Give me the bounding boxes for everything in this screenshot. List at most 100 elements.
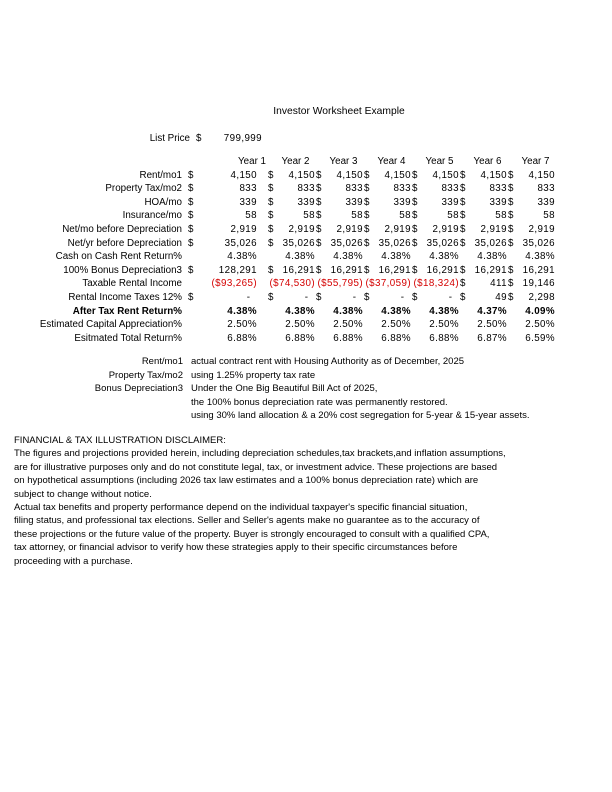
value-cell: $35,026 bbox=[315, 237, 363, 251]
year-header-cell: Year 6 bbox=[459, 155, 507, 169]
cell-value: 833 bbox=[345, 183, 363, 195]
cell-value: 35,026 bbox=[474, 237, 507, 249]
year-header-cell: Year 5 bbox=[411, 155, 459, 169]
footnote-label bbox=[0, 396, 183, 410]
value-cell: 2.50% bbox=[315, 318, 363, 332]
footnote-label bbox=[0, 409, 183, 423]
cell-value: 339 bbox=[537, 196, 555, 208]
value-cell: $4,150 bbox=[507, 169, 555, 183]
cell-value: 411 bbox=[490, 278, 507, 290]
value-cell: $833 bbox=[507, 182, 555, 196]
list-price-label: List Price bbox=[149, 133, 190, 144]
cell-value: 58 bbox=[351, 210, 363, 222]
disclaimer-line: tax attorney, or financial advisor to ve… bbox=[14, 542, 458, 554]
disclaimer-line: Actual tax benefits and property perform… bbox=[14, 501, 468, 513]
cell-value: 35,026 bbox=[282, 237, 315, 249]
footnote-text: using 30% land allocation & a 20% cost s… bbox=[191, 410, 530, 422]
footnote-text: the 100% bonus depreciation rate was per… bbox=[191, 396, 448, 408]
value-cell: 6.88% bbox=[182, 332, 257, 346]
cell-value: 833 bbox=[297, 183, 315, 195]
value-cell: $128,291 bbox=[182, 264, 257, 278]
cell-currency: $ bbox=[412, 210, 418, 222]
footnotes: Rent/mo1 actual contract rent with Housi… bbox=[0, 355, 530, 423]
cell-currency: $ bbox=[460, 291, 466, 303]
value-cell: $2,919 bbox=[182, 223, 257, 237]
cell-value: 16,291 bbox=[426, 264, 459, 276]
value-cell: $411 bbox=[459, 277, 507, 291]
cell-value: 4.38% bbox=[227, 305, 257, 317]
cell-currency: $ bbox=[508, 291, 514, 303]
value-cell: 6.87% bbox=[459, 332, 507, 346]
value-cell: $833 bbox=[363, 182, 411, 196]
table-row: Insurance/mo $58 $58 $58 $58 $58 $58 $58 bbox=[0, 209, 555, 223]
value-cell: ($55,795) bbox=[315, 277, 363, 291]
cell-value: 339 bbox=[393, 196, 411, 208]
row-label: Net/yr before Depreciation bbox=[67, 237, 182, 249]
value-cell: $339 bbox=[315, 196, 363, 210]
cell-value: 2.50% bbox=[525, 319, 555, 331]
value-cell: $339 bbox=[507, 196, 555, 210]
cell-value: 4,150 bbox=[336, 169, 363, 181]
value-cell: $4,150 bbox=[257, 169, 315, 183]
value-cell: $339 bbox=[182, 196, 257, 210]
cell-value: 6.88% bbox=[333, 332, 363, 344]
cell-value: 2,298 bbox=[528, 291, 555, 303]
value-cell: $339 bbox=[411, 196, 459, 210]
cell-value: 833 bbox=[489, 183, 507, 195]
cell-currency: $ bbox=[364, 210, 370, 222]
cell-value: 6.87% bbox=[477, 332, 507, 344]
cell-currency: $ bbox=[316, 169, 322, 181]
cell-value: ($55,795) bbox=[317, 278, 363, 290]
value-cell: ($74,530) bbox=[257, 277, 315, 291]
table-row: 100% Bonus Depreciation3 $128,291 $16,29… bbox=[0, 264, 555, 278]
footnote-label: Bonus Depreciation3 bbox=[94, 383, 183, 395]
disclaimer-heading: FINANCIAL & TAX ILLUSTRATION DISCLAIMER: bbox=[14, 435, 226, 446]
value-cell: $ - bbox=[257, 291, 315, 305]
value-cell: $49 bbox=[459, 291, 507, 305]
cell-currency: $ bbox=[364, 169, 370, 181]
value-cell: 6.59% bbox=[507, 332, 555, 346]
table-row: Esitmated Total Return% 6.88% 6.88% 6.88… bbox=[0, 332, 555, 346]
value-cell: $2,919 bbox=[315, 223, 363, 237]
cell-value: 2,919 bbox=[230, 223, 257, 235]
cell-value: 4.09% bbox=[525, 305, 555, 317]
year-header-cell: Year 1 bbox=[182, 155, 266, 169]
value-cell: $16,291 bbox=[459, 264, 507, 278]
row-label: Net/mo before Depreciation bbox=[62, 223, 182, 235]
cell-value: 6.59% bbox=[525, 332, 555, 344]
value-cell: $35,026 bbox=[459, 237, 507, 251]
cell-value: 6.88% bbox=[285, 332, 315, 344]
cell-value: 4,150 bbox=[230, 169, 257, 181]
cell-value: 35,026 bbox=[224, 237, 257, 249]
value-cell: $16,291 bbox=[363, 264, 411, 278]
value-cell: $19,146 bbox=[507, 277, 555, 291]
year-header: Year 3 bbox=[329, 156, 358, 167]
cell-value: 6.88% bbox=[227, 332, 257, 344]
value-cell: $35,026 bbox=[182, 237, 257, 251]
year-header-cell: Year 2 bbox=[257, 155, 315, 169]
value-cell: $16,291 bbox=[315, 264, 363, 278]
cell-currency: $ bbox=[508, 237, 514, 249]
value-cell: $58 bbox=[459, 209, 507, 223]
cell-currency: $ bbox=[460, 196, 466, 208]
table-row: Net/yr before Depreciation $35,026 $35,0… bbox=[0, 237, 555, 251]
value-cell: $2,919 bbox=[363, 223, 411, 237]
value-cell: $ - bbox=[411, 291, 459, 305]
footnote-row: the 100% bonus depreciation rate was per… bbox=[0, 396, 530, 410]
cell-value: 35,026 bbox=[330, 237, 363, 249]
cell-value: 2.50% bbox=[381, 319, 411, 331]
cell-currency: $ bbox=[412, 264, 418, 276]
table-row: Net/mo before Depreciation $2,919 $2,919… bbox=[0, 223, 555, 237]
cell-value: 2.50% bbox=[227, 319, 257, 331]
value-cell: 4.38% bbox=[182, 250, 257, 264]
value-cell: ($93,265) bbox=[182, 277, 257, 291]
table-row: Rent/mo1 $4,150 $4,150 $4,150 $4,150 $4,… bbox=[0, 169, 555, 183]
value-cell: $58 bbox=[507, 209, 555, 223]
cell-currency: $ bbox=[508, 196, 514, 208]
value-cell: $58 bbox=[411, 209, 459, 223]
year-header: Year 5 bbox=[425, 156, 454, 167]
table-row: HOA/mo $339 $339 $339 $339 $339 $339 $33… bbox=[0, 196, 555, 210]
cell-currency: $ bbox=[508, 264, 514, 276]
footnote-label: Property Tax/mo2 bbox=[108, 369, 183, 381]
cell-value: ($93,265) bbox=[211, 278, 257, 290]
